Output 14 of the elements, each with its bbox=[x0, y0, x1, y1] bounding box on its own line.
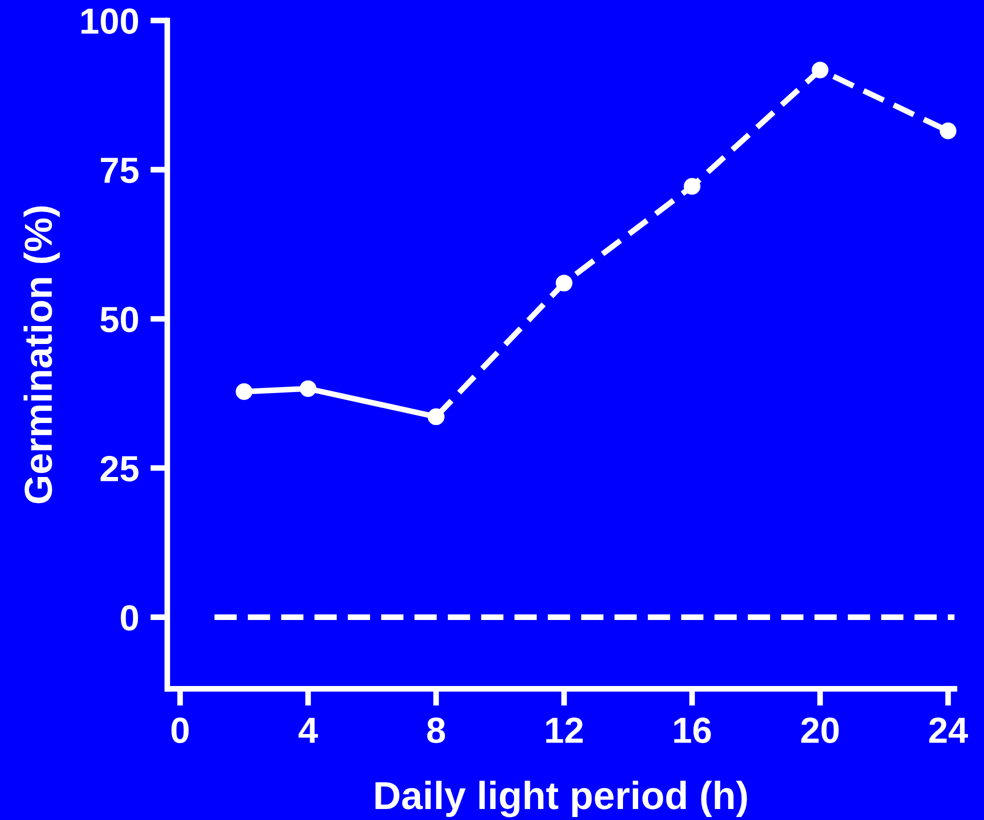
y-tick-label: 75 bbox=[100, 158, 138, 184]
y-tick-label: 100 bbox=[82, 8, 138, 34]
x-tick-label: 16 bbox=[674, 718, 711, 744]
x-tick-label: 20 bbox=[801, 718, 839, 744]
y-tick-label: 25 bbox=[100, 456, 138, 482]
x-tick-label: 8 bbox=[427, 718, 446, 744]
y-axis-title: Germination (%) bbox=[24, 206, 60, 504]
x-axis-title: Daily light period (h) bbox=[376, 780, 747, 818]
x-tick-label: 4 bbox=[298, 718, 318, 743]
x-tick-label: 12 bbox=[546, 718, 583, 743]
x-tick-label: 24 bbox=[929, 718, 968, 743]
y-tick-label: 50 bbox=[100, 306, 138, 332]
y-tick-label: 0 bbox=[120, 605, 138, 631]
x-tick-label: 0 bbox=[171, 718, 189, 744]
